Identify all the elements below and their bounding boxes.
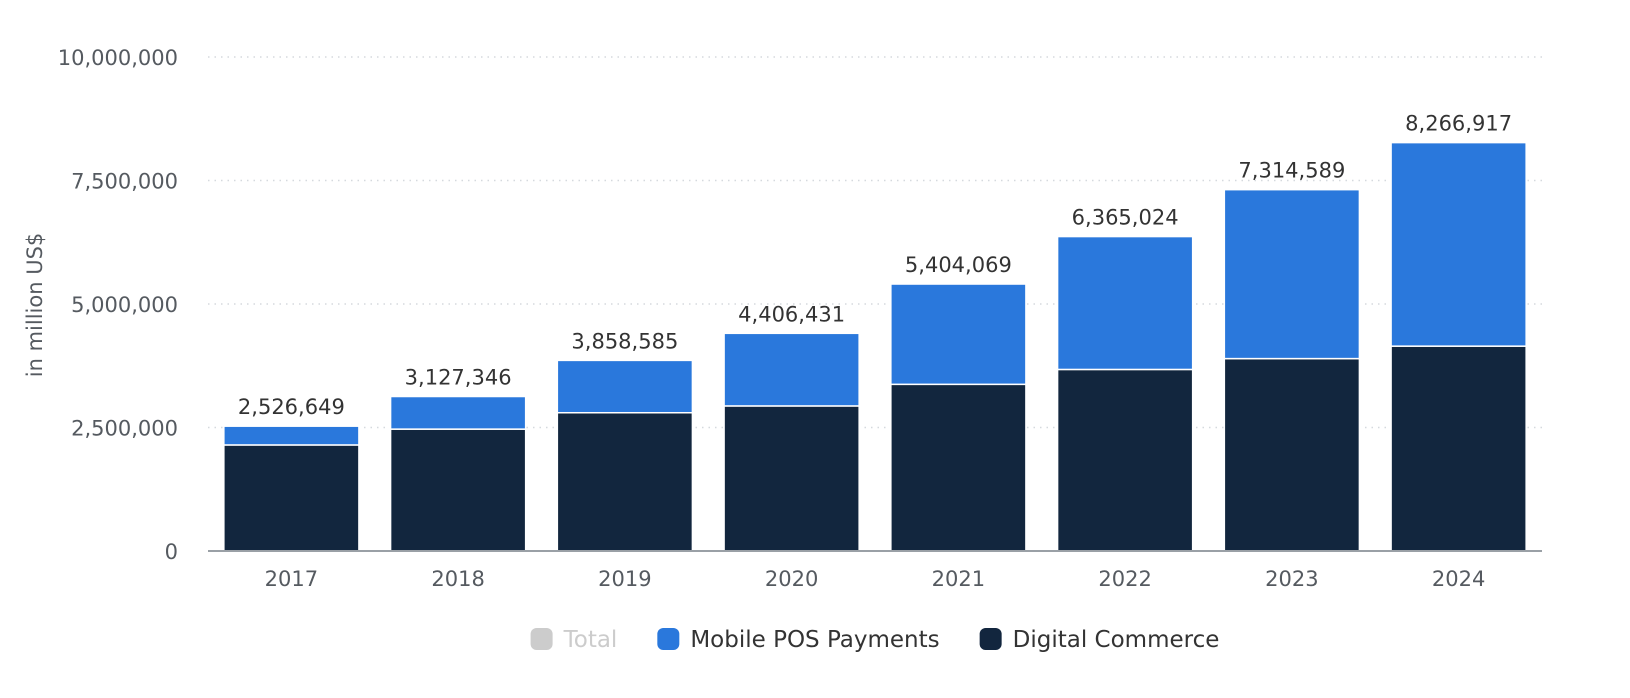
bar-digital-commerce-2017 <box>223 444 360 552</box>
legend-label: Digital Commerce <box>1013 627 1220 653</box>
x-tick-label: 2020 <box>765 567 818 591</box>
data-labels: 2,526,649 3,127,346 3,858,585 4,406,431 5,40… <box>238 112 1512 420</box>
x-tick-label: 2022 <box>1098 567 1151 591</box>
bar-digital-commerce-2024 <box>1390 345 1527 552</box>
legend-swatch <box>979 628 1002 650</box>
bar-mobile-pos-payments-2021 <box>890 283 1027 386</box>
data-label-2017: 2,526,649 <box>238 395 345 419</box>
bar-mobile-pos-payments-2024 <box>1390 141 1527 347</box>
bar-mobile-pos-payments-2017 <box>223 425 360 446</box>
data-label-2022: 6,365,024 <box>1072 206 1179 230</box>
data-label-2019: 3,858,585 <box>571 329 678 353</box>
bar-digital-commerce-2023 <box>1223 357 1361 552</box>
bar-digital-commerce-2020 <box>723 405 860 552</box>
x-tick-label: 2017 <box>265 567 318 591</box>
legend: Total Mobile POS Payments Digital Commerce <box>530 627 1220 653</box>
bar-mobile-pos-payments-2023 <box>1223 188 1361 360</box>
legend-item-digital-commerce[interactable]: Digital Commerce <box>979 627 1220 653</box>
y-tick-label: 7,500,000 <box>71 170 178 194</box>
data-label-2024: 8,266,917 <box>1405 112 1512 136</box>
legend-label: Mobile POS Payments <box>690 627 939 653</box>
bar-mobile-pos-payments-2019 <box>556 359 694 414</box>
bar-mobile-pos-payments-2020 <box>723 332 860 407</box>
data-label-2020: 4,406,431 <box>738 302 845 326</box>
y-axis-title: in million US$ <box>23 233 47 378</box>
legend-item-total[interactable]: Total <box>530 627 618 653</box>
x-axis-ticks: 2017 2018 2019 2020 2021 2022 2023 2024 <box>265 567 1486 591</box>
x-tick-label: 2019 <box>598 567 651 591</box>
legend-swatch <box>530 628 553 650</box>
x-tick-label: 2023 <box>1265 567 1318 591</box>
bar-mobile-pos-payments-2018 <box>389 395 527 430</box>
legend-swatch <box>657 628 680 650</box>
data-label-2018: 3,127,346 <box>405 366 512 390</box>
bar-digital-commerce-2019 <box>556 411 694 552</box>
x-tick-label: 2021 <box>932 567 985 591</box>
bar-digital-commerce-2018 <box>389 428 527 552</box>
y-axis-ticks: 0 2,500,000 5,000,000 7,500,000 10,000,000 <box>58 46 178 564</box>
bar-digital-commerce-2021 <box>890 383 1027 552</box>
legend-item-mobile-pos-payments[interactable]: Mobile POS Payments <box>657 627 940 653</box>
x-tick-label: 2018 <box>431 567 484 591</box>
y-tick-label: 5,000,000 <box>71 293 178 317</box>
bar-mobile-pos-payments-2022 <box>1056 235 1194 371</box>
data-label-2023: 7,314,589 <box>1238 159 1345 183</box>
y-tick-label: 0 <box>165 540 178 564</box>
x-tick-label: 2024 <box>1432 567 1485 591</box>
legend-label: Total <box>563 627 618 653</box>
y-tick-label: 10,000,000 <box>58 46 178 70</box>
y-tick-label: 2,500,000 <box>71 417 178 441</box>
data-label-2021: 5,404,069 <box>905 253 1012 277</box>
bars <box>223 141 1527 552</box>
bar-digital-commerce-2022 <box>1056 368 1194 552</box>
